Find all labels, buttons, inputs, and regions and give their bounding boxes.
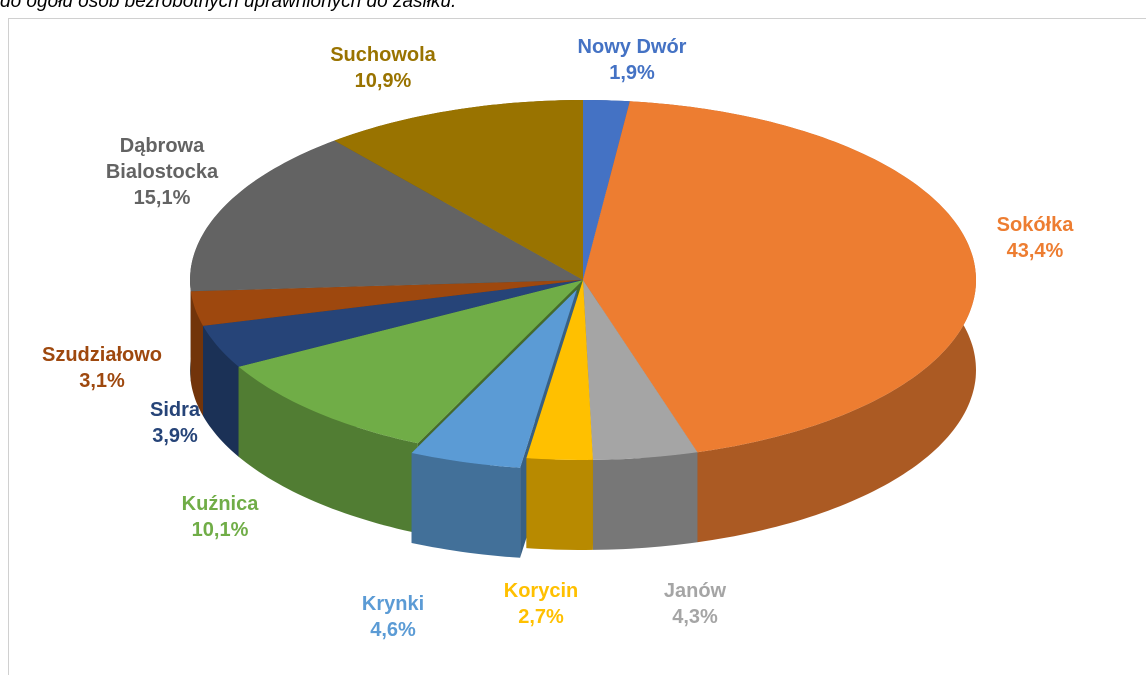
slice-side xyxy=(190,291,203,416)
slice xyxy=(190,140,583,292)
value-label: 15,1% xyxy=(133,187,191,209)
slice xyxy=(203,280,583,367)
category-label: Dąbrowa Bialostocka xyxy=(105,135,219,183)
slice xyxy=(238,280,583,444)
category-label: Krynki xyxy=(361,593,425,615)
category-label: Nowy Dwór xyxy=(577,36,687,58)
category-label: Szudziałowo xyxy=(42,344,162,366)
data-label: Sokółka 43,4% xyxy=(997,212,1074,264)
category-label: Kuźnica xyxy=(181,493,259,515)
data-label: Sidra 3,9% xyxy=(150,397,200,449)
category-label: Suchowola xyxy=(330,44,436,66)
category-label: Sidra xyxy=(149,399,201,421)
data-label: Dąbrowa Bialostocka 15,1% xyxy=(87,133,237,211)
value-label: 3,1% xyxy=(79,370,125,392)
slice xyxy=(411,289,577,468)
value-label: 1,9% xyxy=(609,62,655,84)
data-label: Kuźnica 10,1% xyxy=(182,491,259,543)
slice-side xyxy=(203,325,239,457)
data-label: Korycin 2,7% xyxy=(504,578,578,630)
slice-side xyxy=(592,452,698,550)
data-label: Nowy Dwór 1,9% xyxy=(578,34,687,86)
value-label: 2,7% xyxy=(518,606,564,628)
category-label: Janów xyxy=(663,580,727,602)
data-label: Szudziałowo 3,1% xyxy=(42,342,162,394)
slice xyxy=(583,100,630,280)
value-label: 10,9% xyxy=(354,70,412,92)
slice-side xyxy=(411,453,521,558)
slice xyxy=(583,280,698,460)
category-label: Korycin xyxy=(503,580,579,602)
value-label: 4,3% xyxy=(672,606,718,628)
slice xyxy=(190,280,584,326)
value-label: 3,9% xyxy=(152,425,198,447)
slice-side xyxy=(526,458,593,550)
data-label: Suchowola 10,9% xyxy=(330,42,436,94)
value-label: 4,6% xyxy=(370,619,416,641)
slice xyxy=(583,101,976,453)
data-label: Janów 4,3% xyxy=(664,578,726,630)
category-label: Sokółka xyxy=(996,214,1074,236)
value-label: 10,1% xyxy=(191,519,249,541)
slice xyxy=(526,280,593,460)
data-label: Krynki 4,6% xyxy=(362,591,424,643)
slice-side xyxy=(238,366,418,534)
chart-frame xyxy=(8,18,1146,675)
caption: do ogółu osób bezrobotnych uprawnionych … xyxy=(0,0,457,12)
slice xyxy=(334,100,583,280)
value-label: 43,4% xyxy=(1006,240,1064,262)
